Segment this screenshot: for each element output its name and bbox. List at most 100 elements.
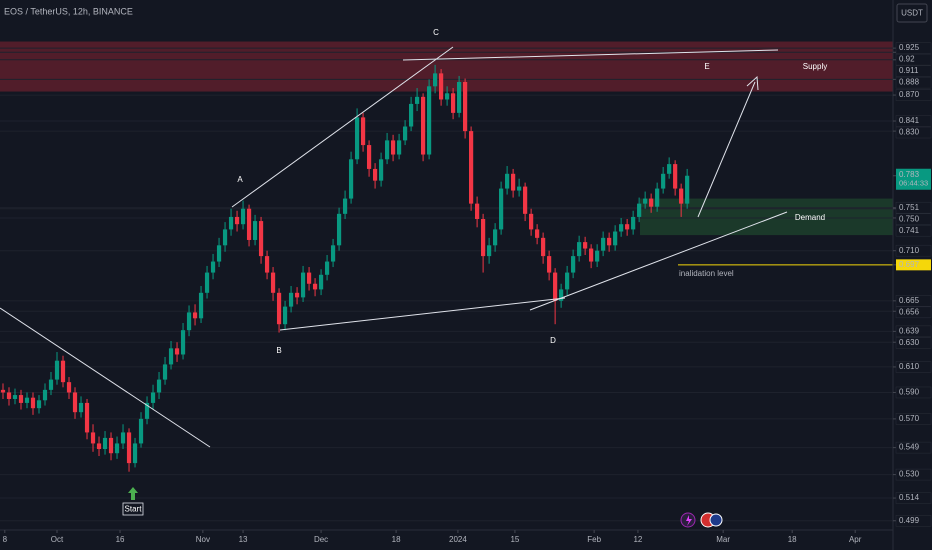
candle-body xyxy=(595,250,600,262)
zones xyxy=(0,41,893,266)
point-label: D xyxy=(550,336,556,345)
zone xyxy=(640,198,893,236)
x-tick-label: Nov xyxy=(196,535,210,544)
y-tick-label: 0.697 xyxy=(899,260,920,269)
x-tick-label: 2024 xyxy=(449,535,467,544)
candle-body xyxy=(288,292,294,307)
candle-body xyxy=(619,224,624,232)
candle-body xyxy=(577,242,582,257)
candle-body xyxy=(108,437,114,454)
candle-body xyxy=(426,86,432,155)
y-tick-label: 0.841 xyxy=(899,116,920,125)
candle-body xyxy=(529,213,534,230)
candle-body xyxy=(180,330,186,355)
y-tick-label: 0.751 xyxy=(899,203,920,212)
invalidation-box xyxy=(896,259,931,271)
trend-line xyxy=(402,49,779,61)
price-axis: 0.9250.920.9110.8880.8700.8410.8300.7830… xyxy=(893,42,932,527)
trend-line xyxy=(0,307,211,448)
y-label-box xyxy=(895,42,932,54)
x-tick-label: 12 xyxy=(633,535,642,544)
y-tick-label: 0.870 xyxy=(899,90,920,99)
candle-body xyxy=(553,272,558,301)
y-tick-label: 0.888 xyxy=(899,78,920,87)
flag-icon[interactable] xyxy=(709,513,723,527)
candle-body xyxy=(66,382,72,393)
candle-body xyxy=(565,272,570,290)
candle-body xyxy=(162,364,168,380)
start-box xyxy=(122,502,144,516)
candle-body xyxy=(186,312,192,331)
candle-body xyxy=(234,216,240,225)
y-tick-label: 0.92 xyxy=(899,55,915,64)
y-label-box xyxy=(895,306,932,319)
candle-body xyxy=(174,348,180,355)
candle-body xyxy=(396,140,402,155)
candle-body xyxy=(420,96,426,155)
candle-body xyxy=(228,216,234,230)
lightning-icon xyxy=(686,515,692,526)
candle-body xyxy=(457,81,462,113)
y-tick-label: 0.665 xyxy=(899,296,920,305)
zone-label: Demand xyxy=(795,213,825,222)
candle-body xyxy=(126,432,132,464)
grid xyxy=(0,47,893,522)
y-tick-label: 0.570 xyxy=(899,414,920,423)
candle-body xyxy=(216,245,222,262)
candle-body xyxy=(444,93,450,100)
currency-box[interactable] xyxy=(896,3,928,23)
candle-body xyxy=(511,173,516,191)
candle-body xyxy=(18,395,24,403)
candle-body xyxy=(204,272,210,293)
candle-body xyxy=(258,221,264,257)
candle-body xyxy=(72,392,78,413)
candle-body xyxy=(547,256,552,273)
point-label: A xyxy=(237,175,243,184)
candle-body xyxy=(631,216,636,230)
zone-label: Supply xyxy=(803,62,827,71)
candle-body xyxy=(282,306,288,325)
y-tick-label: 0.911 xyxy=(899,66,919,75)
candle-body xyxy=(306,272,312,284)
candle-body xyxy=(667,164,672,174)
candle-body xyxy=(168,348,174,365)
candles xyxy=(0,64,690,472)
candle-body xyxy=(36,400,42,409)
candle-body xyxy=(583,242,588,249)
candle-body xyxy=(481,218,486,257)
candle-body xyxy=(390,140,396,155)
y-label-box xyxy=(895,244,932,257)
candle-body xyxy=(0,389,6,393)
candle-body xyxy=(132,443,138,464)
x-tick-label: 15 xyxy=(510,535,519,544)
start-arrow xyxy=(128,487,138,500)
candle-body xyxy=(372,168,378,181)
candle-body xyxy=(60,360,66,383)
x-tick-label: 18 xyxy=(392,535,401,544)
start-label: Start xyxy=(125,505,143,514)
chart-title: EOS / TetherUS, 12h, BINANCE xyxy=(4,6,133,16)
candle-body xyxy=(469,131,474,204)
candle-body xyxy=(24,397,30,403)
point-label: B xyxy=(276,346,281,355)
candle-body xyxy=(48,379,54,390)
y-label-box xyxy=(895,76,932,89)
candle-body xyxy=(102,437,108,450)
y-tick-label: 0.741 xyxy=(899,226,920,235)
candle-body xyxy=(42,389,48,401)
candle-body xyxy=(156,379,162,393)
x-tick-label: 8 xyxy=(3,535,8,544)
candle-body xyxy=(120,432,126,444)
x-tick-label: Mar xyxy=(716,535,730,544)
candle-body xyxy=(360,117,366,146)
countdown-label: 06:44:33 xyxy=(899,179,928,188)
candle-body xyxy=(348,159,354,199)
point-label: E xyxy=(704,62,709,71)
y-tick-label: 0.549 xyxy=(899,443,920,452)
y-tick-label: 0.710 xyxy=(899,246,920,255)
current-price-box xyxy=(896,168,931,190)
trend-line xyxy=(529,211,788,311)
candle-body xyxy=(300,272,306,298)
candle-body xyxy=(402,126,408,141)
candle-body xyxy=(84,402,90,433)
